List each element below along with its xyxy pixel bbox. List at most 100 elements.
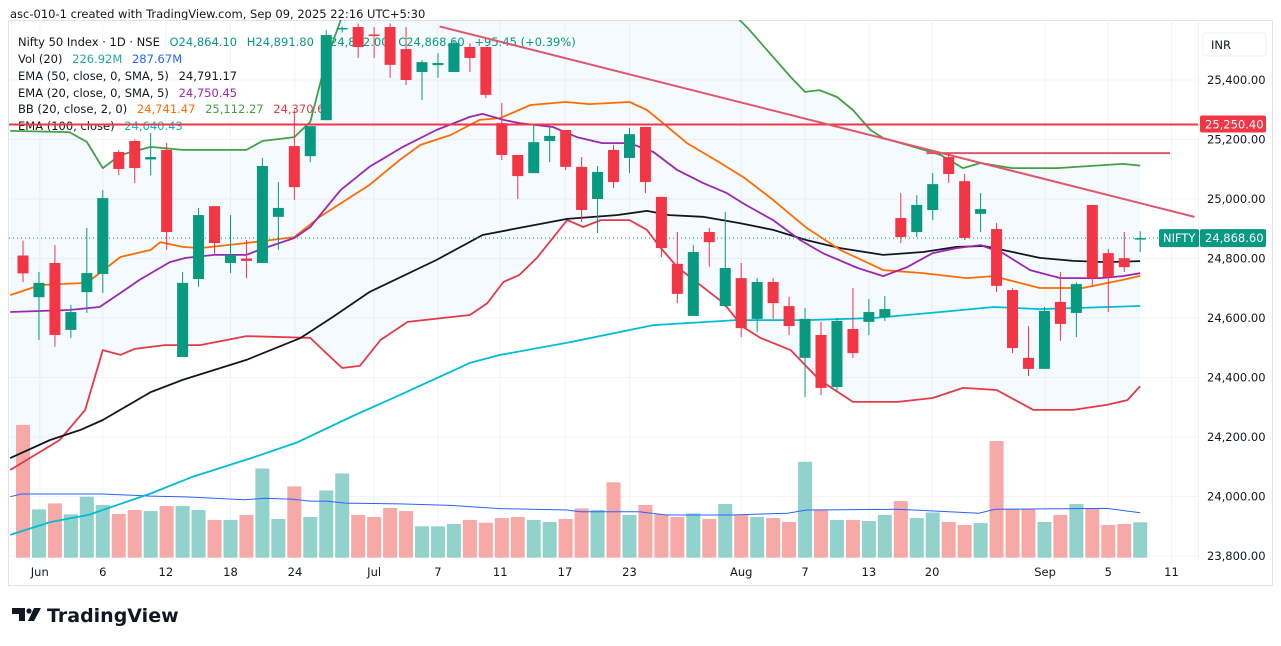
candle-body[interactable]	[480, 46, 492, 95]
candle-body[interactable]	[320, 35, 332, 121]
legend-close: C24,868.60	[398, 35, 465, 49]
candle-body[interactable]	[240, 258, 252, 261]
candle-body[interactable]	[783, 306, 795, 327]
candle-body[interactable]	[544, 135, 556, 141]
candle-body[interactable]	[416, 62, 428, 72]
legend-ema50-row[interactable]: EMA (50, close, 0, SMA, 5) 24,791.17	[18, 69, 237, 83]
volume-bar	[766, 518, 781, 558]
candle-body[interactable]	[49, 262, 61, 335]
candle-body[interactable]	[432, 63, 444, 66]
volume-bar	[1069, 504, 1084, 558]
candle-body[interactable]	[655, 196, 667, 249]
volume-bar	[702, 519, 717, 558]
candle-body[interactable]	[336, 27, 348, 30]
candle-body[interactable]	[272, 207, 284, 217]
legend-symbol-row: Nifty 50 Index · 1D · NSE O24,864.10 H24…	[18, 35, 576, 49]
candle-body[interactable]	[113, 151, 125, 169]
ema100-line	[9, 305, 1141, 536]
candle-body[interactable]	[1054, 301, 1066, 324]
tradingview-logo[interactable]: TradingView	[12, 605, 179, 627]
candle-body[interactable]	[831, 320, 843, 388]
candle-body[interactable]	[975, 209, 987, 214]
candle-body[interactable]	[1007, 290, 1019, 349]
candle-body[interactable]	[1022, 357, 1034, 369]
candle-body[interactable]	[304, 126, 316, 157]
candle-body[interactable]	[687, 251, 699, 316]
volume-bar	[925, 512, 940, 558]
legend-symbol[interactable]: Nifty 50 Index · 1D · NSE	[18, 35, 160, 49]
volume-bar	[383, 507, 398, 558]
candle-body[interactable]	[288, 146, 300, 188]
candle-body[interactable]	[1038, 310, 1050, 369]
candle-body[interactable]	[352, 27, 364, 47]
candle-body[interactable]	[959, 181, 971, 238]
candle-body[interactable]	[719, 268, 731, 307]
candle-body[interactable]	[847, 329, 859, 354]
candle-body[interactable]	[224, 254, 236, 263]
x-tick-label: 20	[925, 565, 940, 579]
candle-body[interactable]	[81, 273, 93, 293]
candle-body[interactable]	[1070, 284, 1082, 313]
candle-body[interactable]	[751, 282, 763, 319]
volume-bar	[319, 490, 334, 558]
currency-button[interactable]: INR	[1202, 32, 1267, 57]
candle-body[interactable]	[161, 149, 173, 233]
volume-bar	[750, 516, 765, 558]
candle-body[interactable]	[927, 184, 939, 211]
candle-body[interactable]	[256, 165, 268, 263]
candle-body[interactable]	[911, 204, 923, 233]
candle-body[interactable]	[863, 312, 875, 322]
candle-body[interactable]	[592, 171, 604, 199]
candle-body[interactable]	[33, 282, 45, 298]
candle-body[interactable]	[815, 334, 827, 388]
legend-bb-row[interactable]: BB (20, close, 2, 0) 24,741.47 25,112.27…	[18, 102, 332, 116]
candle-body[interactable]	[512, 154, 524, 177]
candle-body[interactable]	[1102, 253, 1114, 277]
candle-body[interactable]	[576, 166, 588, 211]
candle-body[interactable]	[895, 218, 907, 238]
candle-body[interactable]	[448, 43, 460, 72]
candle-body[interactable]	[1086, 204, 1098, 279]
candle-body[interactable]	[193, 215, 205, 280]
legend-volume-row[interactable]: Vol (20) 226.92M 287.67M	[18, 52, 182, 66]
candle-body[interactable]	[703, 232, 715, 243]
candle-body[interactable]	[943, 157, 955, 175]
candle-body[interactable]	[145, 157, 157, 160]
candle-body[interactable]	[767, 282, 779, 304]
plot-area[interactable]	[9, 0, 1198, 558]
candle-body[interactable]	[879, 309, 891, 318]
candle-body[interactable]	[528, 142, 540, 174]
trendline[interactable]	[439, 25, 1195, 218]
candle-body[interactable]	[735, 278, 747, 329]
candle-body[interactable]	[991, 229, 1003, 286]
volume-bar	[606, 482, 621, 558]
candle-body[interactable]	[368, 34, 380, 36]
candle-body[interactable]	[799, 318, 811, 358]
candle-body[interactable]	[97, 198, 109, 274]
candle-body[interactable]	[623, 134, 635, 158]
candle-body[interactable]	[17, 255, 29, 274]
legend-ema20-row[interactable]: EMA (20, close, 0, SMA, 5) 24,750.45	[18, 86, 237, 100]
candle-body[interactable]	[209, 206, 221, 244]
candle-body[interactable]	[608, 149, 620, 183]
candle-body[interactable]	[384, 27, 396, 65]
candle-body[interactable]	[496, 123, 508, 155]
candle-body[interactable]	[1118, 258, 1130, 268]
volume-bar	[478, 522, 493, 558]
candle-body[interactable]	[464, 46, 476, 58]
volume-bar	[718, 504, 733, 558]
candle-body[interactable]	[177, 282, 189, 357]
candle-body[interactable]	[1134, 238, 1146, 240]
x-tick-label: Sep	[1034, 565, 1056, 579]
candle-body[interactable]	[639, 127, 651, 183]
candle-body[interactable]	[671, 263, 683, 294]
candle-body[interactable]	[129, 140, 141, 169]
logo-text: TradingView	[47, 605, 179, 627]
candle-body[interactable]	[560, 129, 572, 167]
candle-body[interactable]	[400, 49, 412, 80]
candle-body[interactable]	[65, 312, 77, 330]
volume-bar	[335, 473, 350, 558]
x-tick-label: Jun	[30, 565, 49, 579]
legend-ema100-row[interactable]: EMA (100, close) 24,640.43	[18, 119, 183, 133]
